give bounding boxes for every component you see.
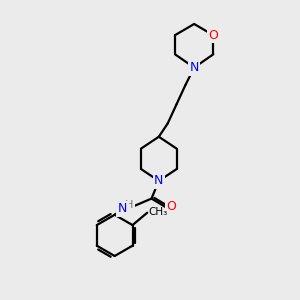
Text: N: N	[190, 61, 199, 74]
Text: O: O	[167, 200, 176, 213]
Text: N: N	[118, 202, 127, 215]
Text: O: O	[208, 29, 218, 42]
Text: CH₃: CH₃	[148, 207, 168, 217]
Text: N: N	[154, 174, 164, 188]
Text: H: H	[125, 200, 134, 210]
